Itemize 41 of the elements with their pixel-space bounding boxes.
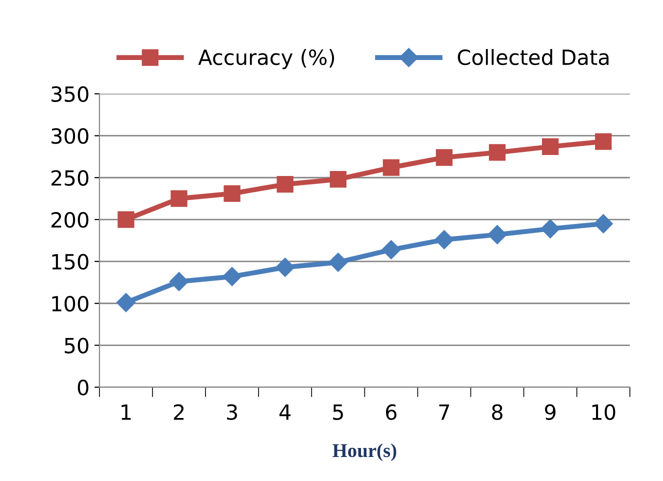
point bbox=[330, 170, 346, 188]
x-tick-label: 3 bbox=[227, 404, 238, 420]
y-tick-label: 300 bbox=[52, 128, 88, 144]
x-tick-label: 8 bbox=[492, 404, 502, 420]
point bbox=[328, 252, 348, 272]
y-tick-label: 50 bbox=[64, 338, 88, 354]
point bbox=[594, 214, 613, 234]
y-tick-label: 100 bbox=[52, 296, 88, 312]
point bbox=[222, 267, 242, 286]
point bbox=[542, 138, 559, 155]
x-tick-label: 4 bbox=[279, 404, 291, 420]
x-tick-label: 7 bbox=[439, 404, 450, 420]
x-tick-label: 10 bbox=[592, 404, 616, 420]
point bbox=[118, 211, 134, 228]
x-tick-label: 6 bbox=[386, 404, 396, 420]
x-axis-title: Hour(s) bbox=[332, 443, 396, 462]
point bbox=[169, 272, 189, 292]
point bbox=[434, 230, 454, 250]
point bbox=[224, 185, 240, 202]
point bbox=[540, 219, 560, 238]
y-tick-label: 0 bbox=[78, 380, 88, 396]
point bbox=[488, 225, 507, 244]
point bbox=[382, 240, 401, 260]
point bbox=[594, 133, 612, 150]
point bbox=[488, 144, 506, 161]
point bbox=[116, 293, 136, 312]
x-tick-label: 1 bbox=[122, 404, 131, 420]
y-tick-label: 150 bbox=[52, 254, 88, 270]
y-tick-label: 350 bbox=[52, 86, 88, 102]
point bbox=[436, 149, 453, 166]
x-tick-label: 2 bbox=[174, 404, 184, 420]
x-tick-label: 9 bbox=[544, 404, 556, 420]
point bbox=[276, 258, 295, 277]
x-tick-label: 5 bbox=[333, 404, 343, 420]
y-tick-label: 200 bbox=[51, 212, 88, 228]
y-tick-label: 250 bbox=[51, 170, 88, 186]
point bbox=[170, 190, 188, 207]
legend-label: Collected Data bbox=[458, 49, 609, 66]
point bbox=[382, 159, 400, 176]
legend-label: Accuracy (%) bbox=[198, 49, 334, 70]
point bbox=[276, 176, 294, 193]
